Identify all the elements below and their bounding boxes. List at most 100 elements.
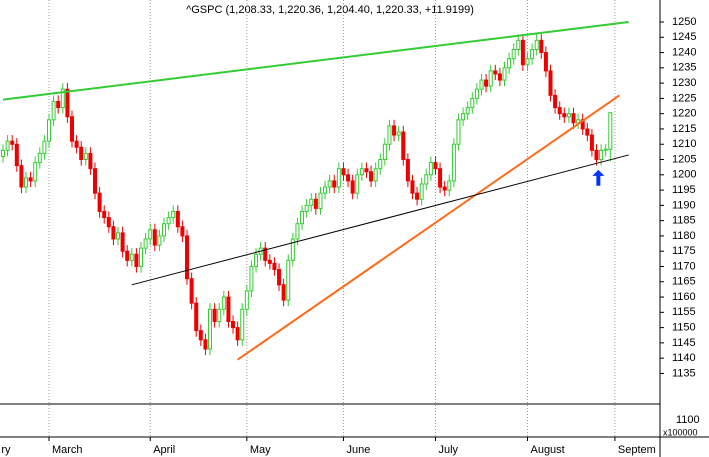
candle-body — [116, 232, 121, 240]
candle-body — [562, 113, 567, 118]
candle-body — [226, 296, 231, 322]
candle-body — [14, 143, 19, 167]
candle-body — [415, 192, 420, 200]
candle-body — [198, 330, 203, 341]
candle-body — [185, 235, 190, 280]
candle-body — [290, 238, 295, 261]
candle-body — [433, 162, 438, 170]
trendline — [2, 21, 629, 101]
x-tick-label: August — [530, 444, 564, 456]
candle-body — [28, 177, 33, 182]
candle-body — [525, 58, 530, 66]
y-tick-label: 1150 — [672, 322, 696, 334]
y-tick-label: 1185 — [672, 215, 696, 227]
candle-body — [479, 79, 484, 90]
y-tick-label: 1170 — [672, 260, 696, 272]
candle-body — [171, 210, 176, 219]
candle-body — [79, 146, 84, 161]
candle-body — [120, 232, 125, 252]
candle-body — [254, 253, 259, 267]
candle-body — [428, 162, 433, 176]
candle-body — [93, 168, 98, 194]
y-tick-label: 1145 — [672, 337, 696, 349]
y-tick-label: 1245 — [672, 31, 696, 43]
candle-body — [189, 278, 194, 304]
candle-body — [603, 148, 608, 151]
x-tick-label: April — [153, 444, 175, 456]
y-tick-label: 1225 — [672, 92, 696, 104]
trendline — [131, 154, 629, 286]
y-tick-label: 1220 — [672, 108, 696, 120]
trendline — [237, 94, 621, 361]
candle-body — [65, 88, 70, 118]
candle-body — [125, 250, 130, 261]
candle-body — [180, 226, 185, 237]
candle-body — [346, 174, 351, 182]
candle-body — [488, 70, 493, 87]
candle-body — [295, 223, 300, 240]
candle-body — [152, 229, 157, 246]
y-tick-label: 1250 — [672, 16, 696, 28]
candle-body — [42, 140, 47, 154]
candle-body — [51, 100, 56, 121]
arrow — [592, 169, 605, 186]
candle-body — [313, 198, 318, 209]
candle-body — [263, 247, 268, 261]
candle-body — [111, 226, 116, 240]
candle-body — [175, 210, 180, 228]
candle-body — [438, 168, 443, 188]
candle-body — [447, 180, 452, 191]
candle-body — [511, 49, 516, 60]
candle-body — [442, 186, 447, 191]
candle-body — [465, 107, 470, 115]
y-tick-label: 1215 — [672, 123, 696, 135]
candle-body — [493, 70, 498, 75]
candle-body — [74, 140, 79, 148]
candle-body — [102, 210, 107, 219]
candle-body — [286, 259, 291, 301]
candle-body — [88, 152, 93, 170]
candle-body — [369, 171, 374, 182]
candle-body — [424, 174, 429, 185]
candle-body — [530, 49, 535, 60]
candle-body — [396, 131, 401, 136]
candle-body — [83, 152, 88, 161]
x-tick-label: May — [250, 444, 271, 456]
candle-body — [249, 265, 254, 292]
candle-body — [534, 39, 539, 51]
candle-body — [497, 73, 502, 81]
candle-body — [97, 192, 102, 212]
candle-body — [162, 223, 167, 237]
y-tick-label: 1200 — [672, 169, 696, 181]
candle-body — [10, 140, 15, 145]
candle-body — [589, 134, 594, 151]
candle-body — [231, 320, 236, 329]
candle-body — [166, 217, 171, 225]
candle-body — [277, 269, 282, 286]
candle-body — [599, 149, 604, 161]
candle-body — [585, 128, 590, 136]
candle-body — [516, 39, 521, 51]
candle-body — [235, 327, 240, 341]
x-tick-label: June — [346, 444, 370, 456]
candle-body — [548, 70, 553, 96]
chart-title: ^GSPC (1,208.33, 1,220.36, 1,204.40, 1,2… — [186, 4, 474, 16]
candle-body — [594, 149, 599, 161]
candle-body — [461, 113, 466, 121]
y-tick-label: 1235 — [672, 62, 696, 74]
candle-body — [520, 39, 525, 66]
candle-body — [240, 308, 245, 341]
candle-body — [244, 290, 249, 310]
candle-body — [608, 112, 613, 150]
x-tick-label: July — [438, 444, 458, 456]
candle-body — [37, 152, 42, 164]
y-tick-label: 1195 — [672, 184, 696, 196]
x-tick-label: March — [52, 444, 83, 456]
candle-body — [451, 143, 456, 182]
candle-body — [502, 67, 507, 81]
candle-body — [148, 229, 153, 240]
candle-body — [350, 180, 355, 194]
candle-body — [300, 210, 305, 225]
candle-body — [0, 149, 5, 157]
y-tick-label: 1155 — [672, 306, 696, 318]
